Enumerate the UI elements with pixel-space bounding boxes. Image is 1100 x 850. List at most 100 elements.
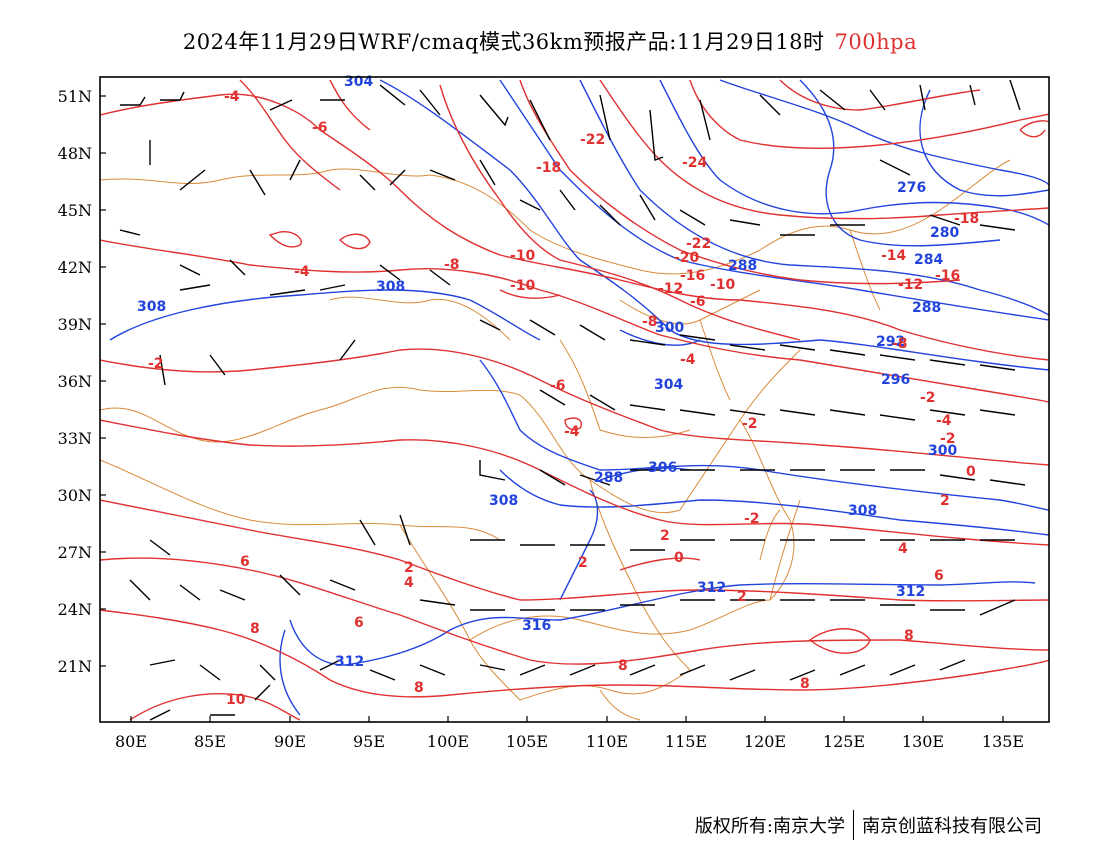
height-label: 288 [728,258,757,274]
map-plot-area: 304 276 280 284 288 288 292 296 300 300 … [58,72,1050,751]
temp-label: 8 [618,658,628,674]
y-tick-label: 36N [58,372,92,391]
temp-label: 8 [904,628,914,644]
height-label: 312 [697,580,726,596]
y-tick-label: 24N [58,600,92,619]
height-label: 292 [876,334,905,350]
height-label: 288 [594,470,623,486]
x-axis-ticks [130,716,1004,722]
x-tick-label: 130E [902,732,944,751]
height-label: 304 [654,377,683,393]
height-label: 316 [522,618,551,634]
temp-label: 10 [226,692,246,708]
temp-label: -4 [564,424,580,440]
temp-label: -18 [954,211,979,227]
borders [100,159,1011,721]
title-level: 700hpa [834,30,918,54]
x-tick-label: 90E [274,732,306,751]
temp-label: -2 [940,431,956,447]
temp-label: 2 [737,589,747,605]
x-tick-label: 135E [982,732,1024,751]
y-tick-label: 21N [58,657,92,676]
height-label: 308 [376,279,405,295]
y-tick-label: 30N [58,486,92,505]
temp-label: 6 [240,554,250,570]
height-label: 308 [848,503,877,519]
temp-label: -22 [580,132,605,148]
temp-label: -12 [898,277,923,293]
map-title: 2024年11月29日WRF/cmaq模式36km预报产品:11月29日18时 7… [0,26,1100,56]
temp-label: -14 [881,248,907,264]
height-label: 306 [648,460,677,476]
temp-label: -12 [658,281,683,297]
temp-label: 8 [800,676,810,692]
footer-right: 南京创蓝科技有限公司 [862,816,1042,837]
height-label: 308 [137,299,166,315]
height-contours [109,79,1049,716]
temp-label: -4 [936,413,952,429]
temp-label: -16 [935,268,960,284]
x-tick-label: 105E [506,732,548,751]
temp-label: 4 [898,541,908,557]
temperature-labels: -4 -6 -22 -18 -24 -18 -16 -14 -22 -20 -1… [148,89,979,708]
height-label: 300 [655,320,684,336]
temp-label: 2 [660,528,670,544]
y-tick-label: 51N [58,87,92,106]
y-tick-label: 48N [58,144,92,163]
height-label: 312 [335,654,364,670]
temp-label: -4 [680,352,696,368]
temp-label: -10 [710,277,736,293]
temp-label: -16 [680,268,705,284]
temp-label: 8 [250,621,260,637]
y-tick-label: 39N [58,315,92,334]
temp-label: -2 [148,356,164,372]
temp-label: -8 [892,336,908,352]
x-tick-label: 120E [744,732,786,751]
height-label: 304 [344,74,373,90]
footer-left: 版权所有:南京大学 [694,816,845,837]
x-axis-labels: 80E 85E 90E 95E 100E 105E 110E 115E 120E… [115,732,1024,751]
copyright-footer: 版权所有:南京大学 南京创蓝科技有限公司 [695,810,1042,840]
height-label: 296 [881,372,910,388]
x-tick-label: 125E [823,732,865,751]
temp-label: -4 [224,89,240,105]
x-tick-label: 110E [586,732,628,751]
temp-label: -6 [690,294,706,310]
y-axis-labels: 51N 48N 45N 42N 39N 36N 33N 30N 27N 24N … [58,87,92,676]
temp-label: -8 [444,257,460,273]
y-tick-label: 33N [58,429,92,448]
x-tick-label: 115E [665,732,707,751]
temp-label: -4 [294,264,310,280]
x-tick-label: 95E [353,732,385,751]
height-label: 308 [489,493,518,509]
map-frame [99,76,1050,723]
y-axis-ticks [100,95,106,667]
temp-label: -8 [642,314,658,330]
height-label: 288 [912,300,941,316]
height-label: 280 [930,225,959,241]
height-label: 312 [896,584,925,600]
y-tick-label: 45N [58,201,92,220]
temp-label: -22 [686,236,711,252]
title-main: 2024年11月29日WRF/cmaq模式36km预报产品:11月29日18时 [182,30,825,54]
temp-label: 2 [578,555,588,571]
temp-label: 2 [940,493,950,509]
temp-label: -20 [674,250,700,266]
temp-label: -6 [550,378,566,394]
temp-label: -2 [744,511,760,527]
footer-divider [853,810,854,840]
temp-label: -10 [510,248,536,264]
temp-label: -2 [742,416,758,432]
temp-label: -10 [510,278,536,294]
temp-label: 4 [404,575,414,591]
temp-label: 8 [414,680,424,696]
temp-label: -6 [312,120,328,136]
temp-label: 6 [934,568,944,584]
y-tick-label: 42N [58,258,92,277]
x-tick-label: 85E [194,732,226,751]
x-tick-label: 80E [115,732,147,751]
temp-label: -18 [536,160,561,176]
temp-label: 2 [404,560,414,576]
temperature-contours [100,79,1049,721]
